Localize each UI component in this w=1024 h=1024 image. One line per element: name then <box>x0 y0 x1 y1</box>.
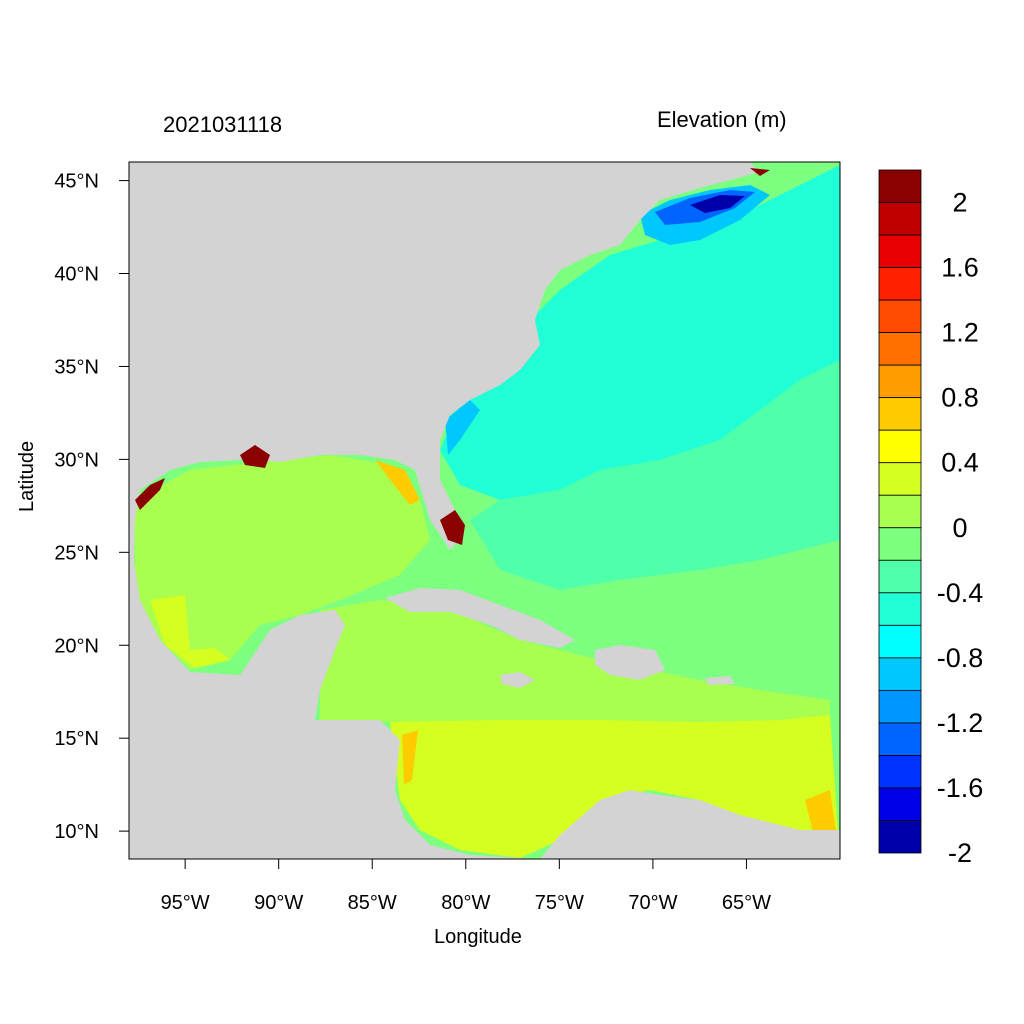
lon-tick-label: 75°W <box>535 892 584 914</box>
colorbar-cell <box>878 624 922 659</box>
lat-tick-label: 20°N <box>54 635 99 657</box>
colorbar-cell <box>878 787 922 821</box>
colorbar-cell <box>878 657 922 691</box>
colorbar-label: -0.8 <box>937 643 984 673</box>
gulf-of-maine-core <box>690 195 745 213</box>
colorbar-cell <box>878 169 922 203</box>
colorbar-cell <box>878 462 922 496</box>
florida-surge <box>440 510 465 545</box>
lon-tick-label: 85°W <box>348 892 397 914</box>
lon-tick-label: 95°W <box>161 892 210 914</box>
lon-tick-label: 70°W <box>628 892 677 914</box>
caribbean-sea-north <box>320 600 830 722</box>
colorbar-cell <box>878 689 922 724</box>
louisiana-surge <box>240 445 270 468</box>
longitude-ticks: 95°W 90°W 85°W 80°W 75°W 70°W 65°W <box>161 859 771 914</box>
lat-tick-label: 35°N <box>54 356 99 378</box>
colorbar-label: 2 <box>952 188 967 218</box>
latitude-ticks: 45°N 40°N 35°N 30°N 25°N 20°N 15°N 10°N <box>54 171 129 843</box>
plot-frame <box>128 161 841 860</box>
colorbar-cell <box>878 722 922 756</box>
atlantic-cyan-region <box>440 165 840 500</box>
colorbar-cell <box>878 755 922 789</box>
puerto-rico-land <box>705 676 735 685</box>
colorbar-label: 0.4 <box>941 448 979 478</box>
colorbar-label: 0.8 <box>941 383 979 413</box>
lat-tick-label: 45°N <box>54 171 99 193</box>
lat-tick-label: 30°N <box>54 449 99 471</box>
nicaragua-coast-high <box>402 730 418 785</box>
north-america-land <box>129 162 760 859</box>
colorbar-cell <box>878 234 922 268</box>
lat-tick-label: 25°N <box>54 542 99 564</box>
colorbar-cell <box>878 364 922 399</box>
colorbar-cell <box>878 397 922 431</box>
colorbar-label: 1.6 <box>941 253 979 283</box>
nova-scotia-surge <box>750 168 770 176</box>
map-variable-title: Elevation (m) <box>657 107 787 132</box>
x-axis-label: Longitude <box>434 926 522 948</box>
gulf-coast-high <box>375 460 420 505</box>
colorbar-cell <box>878 559 922 594</box>
atlantic-mid-region <box>470 360 840 590</box>
colorbar-cell <box>878 267 922 301</box>
colorbar-cell <box>878 494 922 529</box>
colorbar-cell <box>878 202 922 236</box>
lat-tick-label: 10°N <box>54 821 99 843</box>
caribbean-sea-south <box>390 715 840 859</box>
cuba-land <box>385 588 575 648</box>
colorbar-cell <box>878 527 922 561</box>
colorbar-label: 0 <box>952 513 967 543</box>
colorbar-label: -1.2 <box>937 708 984 738</box>
colorbar-cell <box>878 429 922 464</box>
colorbar-label: -2 <box>948 838 972 868</box>
hispaniola-land <box>595 645 665 680</box>
map-timestamp-title: 2021031118 <box>163 112 283 137</box>
southeast-coast-low <box>445 400 480 455</box>
colorbar-cell <box>878 332 922 366</box>
colorbar-label: 1.2 <box>941 318 979 348</box>
lat-tick-label: 40°N <box>54 264 99 286</box>
colorbar-cell <box>878 592 922 626</box>
lat-tick-label: 15°N <box>54 728 99 750</box>
texas-surge <box>135 478 165 510</box>
colorbar-cell <box>878 299 922 334</box>
gulf-west-band <box>150 595 230 668</box>
colorbar-label: -1.6 <box>937 773 984 803</box>
lon-tick-label: 80°W <box>441 892 490 914</box>
colorbar: 2 1.6 1.2 0.8 0.4 0 -0.4 -0.8 -1.2 -1.6 -2 <box>878 169 984 868</box>
lon-tick-label: 65°W <box>722 892 771 914</box>
gulf-of-mexico <box>135 455 430 670</box>
colorbar-label: -0.4 <box>937 578 984 608</box>
jamaica-land <box>500 672 535 688</box>
map-field <box>129 162 840 859</box>
colorbar-cell <box>878 820 922 854</box>
south-america-land <box>540 790 840 859</box>
lon-tick-label: 90°W <box>254 892 303 914</box>
